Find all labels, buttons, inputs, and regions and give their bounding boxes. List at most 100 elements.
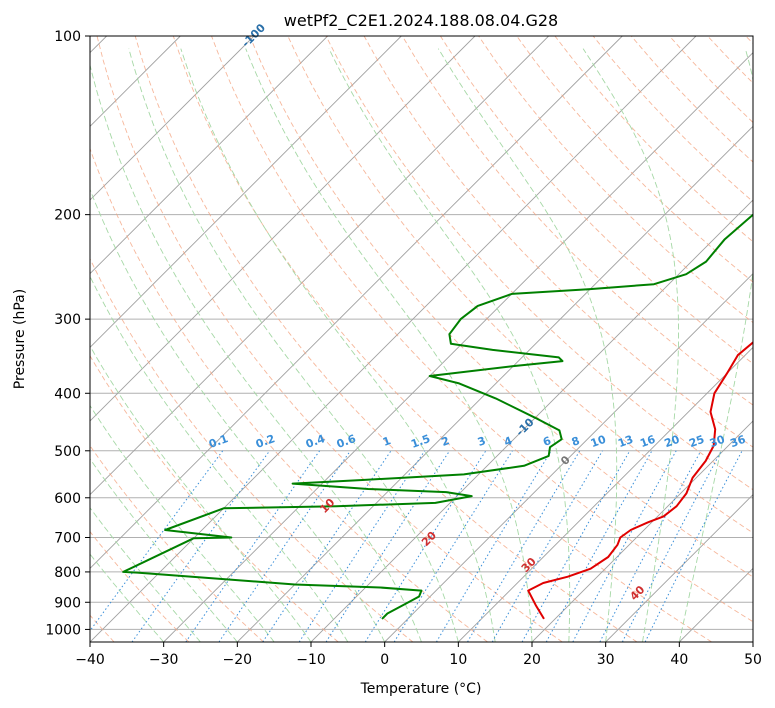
isotherm-label: -90	[360, 0, 383, 3]
mixing-ratio-line	[185, 450, 321, 642]
plot-area	[90, 36, 753, 642]
mixing-ratio-label: 13	[616, 433, 635, 450]
x-tick-label: 40	[670, 652, 688, 668]
mixing-ratio-line	[325, 450, 451, 642]
moist-adiabat-line	[90, 275, 349, 642]
moist-adiabat-line	[678, 48, 753, 642]
mixing-ratio-line	[218, 450, 351, 642]
mixing-ratio-label: 36	[728, 433, 747, 451]
chart-title: wetPf2_C2E1.2024.188.08.04.G28	[284, 11, 558, 31]
moist-adiabat-line	[90, 63, 422, 642]
x-tick-label: −20	[223, 652, 253, 668]
moist-adiabat-line	[90, 553, 165, 642]
isotherm-line	[237, 125, 753, 642]
mixing-ratio-label: 0.1	[207, 432, 230, 451]
y-tick-label: 600	[54, 491, 81, 507]
mixing-ratio-line	[364, 450, 487, 642]
x-tick-label: −30	[149, 652, 179, 668]
isotherm-line	[90, 36, 549, 496]
mixing-ratio-label: 16	[638, 433, 657, 451]
dry-adiabat-line	[90, 354, 339, 642]
dry-adiabat-line	[96, 36, 563, 642]
dewpoint-profile-line	[122, 213, 753, 620]
x-tick-label: 30	[597, 652, 615, 668]
mixing-ratio-line	[298, 450, 426, 642]
mixing-ratio-label: 25	[687, 433, 706, 450]
mixing-ratio-line	[262, 450, 392, 642]
profile-lines	[122, 213, 753, 620]
x-tick-label: −10	[296, 652, 326, 668]
dry-adiabat-line	[440, 36, 753, 365]
isotherm-line	[90, 36, 476, 422]
x-tick-label: 50	[744, 652, 762, 668]
moist-adiabat-line	[128, 48, 459, 642]
x-axis-title: Temperature (°C)	[360, 681, 482, 697]
mixing-ratio-label: 2	[440, 434, 452, 449]
y-tick-label: 800	[54, 565, 81, 581]
mixing-ratio-label: 8	[570, 434, 582, 449]
mixing-ratio-label: 4	[502, 434, 514, 449]
y-axis-title: Pressure (hPa)	[12, 289, 28, 389]
mixing-ratio-label: 1	[381, 434, 393, 449]
x-tick-label: 10	[449, 652, 467, 668]
y-tick-label: 500	[54, 444, 81, 460]
mixing-ratio-label: 1.5	[409, 432, 432, 451]
mixing-ratio-label: 0.4	[304, 432, 327, 451]
y-tick-label: 700	[54, 531, 81, 547]
mixing-ratio-line	[521, 450, 631, 642]
mixing-ratio-label: 0.6	[335, 432, 358, 451]
plot-background	[90, 36, 753, 642]
moist-adiabat-line	[437, 48, 618, 642]
moist-adiabat-line	[90, 507, 201, 642]
dry-adiabat-line	[211, 36, 753, 623]
mixing-ratio-line	[644, 450, 743, 642]
mixing-ratio-line	[131, 450, 271, 642]
moist-adiabat-line	[90, 188, 386, 642]
y-tick-label: 300	[54, 312, 81, 328]
dry-adiabat-line	[90, 147, 488, 642]
dry-adiabat-line	[172, 36, 712, 642]
x-tick-label: 0	[380, 652, 389, 668]
isotherm-line	[90, 36, 402, 348]
moist-adiabat-line	[180, 48, 496, 642]
dry-adiabat-line	[516, 36, 753, 283]
mixing-ratio-label: 30	[708, 433, 727, 451]
x-tick-label: 20	[523, 652, 541, 668]
mixing-ratio-label: 0.2	[254, 432, 277, 451]
mixing-ratio-label: 3	[476, 434, 488, 449]
isotherm-line	[90, 36, 623, 569]
moist-adiabat-line	[582, 48, 679, 642]
y-tick-label: 400	[54, 386, 81, 402]
isotherm-line	[90, 36, 328, 275]
isotherm-line	[163, 52, 753, 642]
dry-adiabat-line	[90, 530, 190, 642]
moist-adiabat-line	[90, 404, 275, 642]
isotherm-line	[605, 494, 753, 642]
isotherm-line	[531, 420, 753, 642]
temperature-profile-line	[527, 341, 753, 620]
mixing-ratio-label: 6	[541, 434, 553, 449]
dry-adiabat-line	[325, 36, 753, 491]
dry-adiabat-line	[249, 36, 753, 578]
background-lines	[90, 36, 753, 642]
mixing-ratio-line	[572, 450, 677, 642]
dry-adiabat-line	[90, 257, 414, 642]
y-tick-label: 100	[54, 29, 81, 45]
plot-frame	[89, 35, 754, 643]
y-tick-label: 900	[54, 595, 81, 611]
moist-adiabat-line	[90, 458, 238, 642]
isotherm-line	[384, 273, 753, 642]
isotherm-line	[458, 346, 753, 642]
dry-adiabat-line	[401, 36, 753, 406]
isotherm-line	[90, 36, 255, 201]
mixing-ratio-line	[599, 450, 702, 642]
mixing-ratio-line	[435, 450, 552, 642]
axes: −40 −30 −20 −10 0 10 20 30 40 50 1000 900 800 700 600 5…	[45, 29, 762, 668]
mixing-ratio-label: 10	[589, 433, 608, 451]
moist-adiabat-line	[245, 48, 533, 642]
x-tick-label: −40	[75, 652, 105, 668]
dry-adiabat-line	[134, 36, 638, 642]
y-tick-label: 1000	[45, 622, 81, 638]
mixing-ratio-label: 20	[663, 433, 682, 451]
